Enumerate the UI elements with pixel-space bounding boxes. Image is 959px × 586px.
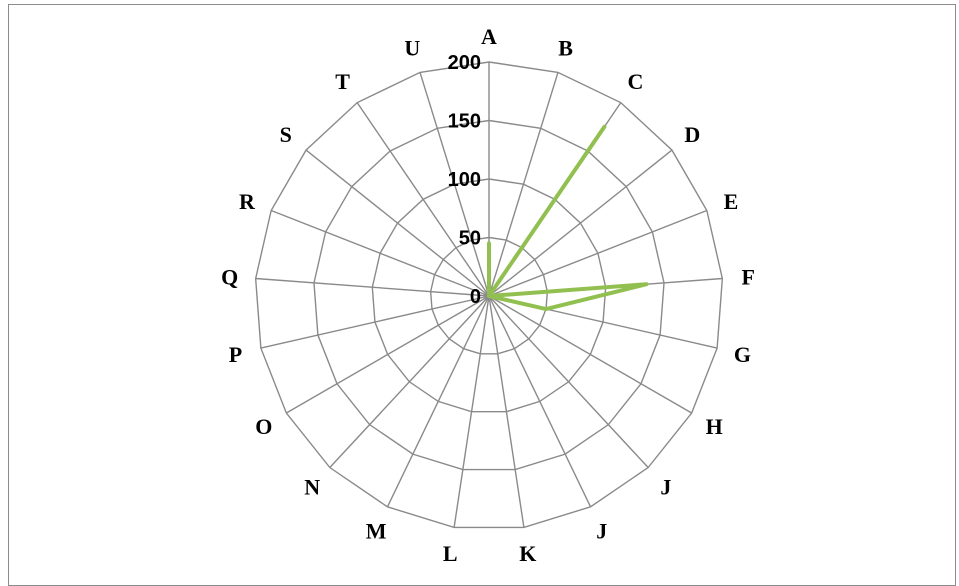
grid-ring-100 <box>371 178 607 413</box>
tick-labels: 0 50 100 150 200 <box>448 52 481 308</box>
grid-spoke <box>488 295 525 528</box>
tick-label: 100 <box>448 169 481 191</box>
category-label: E <box>724 189 739 214</box>
grid-spoke <box>488 72 559 297</box>
tick-label: 0 <box>470 286 481 308</box>
category-label: T <box>335 69 350 94</box>
category-label: D <box>684 122 700 147</box>
grid-spoke <box>453 295 490 528</box>
tick-label: 150 <box>448 111 481 133</box>
category-label: R <box>239 189 256 214</box>
category-label: Q <box>221 265 238 290</box>
grid-spoke <box>286 295 490 414</box>
category-label: J <box>596 518 607 543</box>
category-label: J <box>660 475 671 500</box>
category-label: M <box>366 518 387 543</box>
series-layer <box>487 124 649 312</box>
category-label: S <box>280 122 292 147</box>
category-label: N <box>304 475 320 500</box>
grid-ring-50 <box>429 236 549 355</box>
category-label: B <box>558 36 573 61</box>
radar-chart: 0 50 100 150 200 A B C D E F G H J J K L M N O P Q R S T U <box>221 24 755 566</box>
grid-spoke <box>329 295 490 469</box>
category-label: A <box>481 24 497 49</box>
category-label: H <box>706 414 723 439</box>
category-label: G <box>734 342 751 367</box>
category-labels: A B C D E F G H J J K L M N O P Q R S T U <box>221 24 755 566</box>
grid-spoke <box>386 295 490 508</box>
grid-layer <box>254 61 724 529</box>
grid-spoke <box>255 277 490 297</box>
grid-spoke <box>270 209 490 297</box>
category-label: P <box>229 342 242 367</box>
tick-label: 200 <box>448 52 481 74</box>
grid-spoke <box>488 295 592 508</box>
grid-spoke <box>488 149 673 297</box>
category-label: C <box>628 69 644 94</box>
grid-ring-150 <box>313 119 665 471</box>
grid-spoke <box>419 72 490 297</box>
grid-spoke <box>488 295 649 469</box>
chart-frame: 0 50 100 150 200 A B C D E F G H J J K L M N O P Q R S T U <box>8 4 956 586</box>
grid-spoke <box>305 149 490 297</box>
grid-spoke <box>488 295 693 414</box>
grid-spoke <box>488 209 708 297</box>
category-label: L <box>443 541 458 566</box>
category-label: O <box>255 414 272 439</box>
grid-spoke <box>260 295 490 349</box>
grid-spoke <box>356 102 490 297</box>
grid-ring-200 <box>254 61 724 529</box>
category-label: K <box>519 541 536 566</box>
series-line-0 <box>487 124 649 312</box>
category-label: U <box>404 36 420 61</box>
tick-label: 50 <box>459 228 481 250</box>
category-label: F <box>742 265 755 290</box>
